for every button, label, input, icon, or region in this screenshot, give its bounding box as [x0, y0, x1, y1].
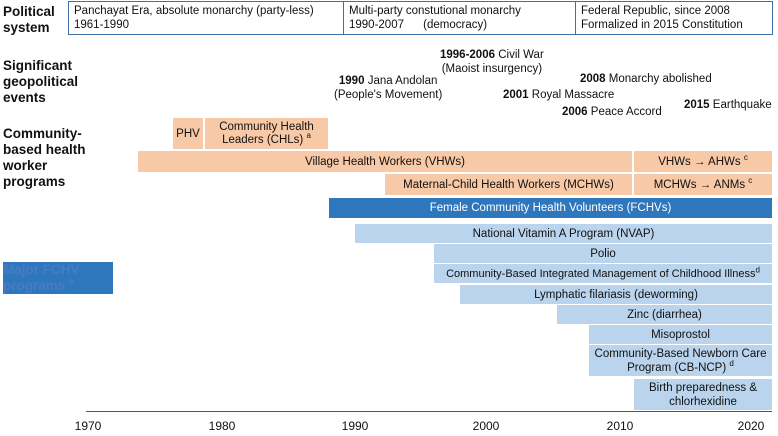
chw-bar-vhw: Village Health Workers (VHWs) — [138, 151, 632, 172]
tick-2000: 2000 — [472, 419, 500, 433]
event-2008: 2008 Monarchy abolished — [580, 73, 712, 85]
event-1996-2006: 1996-2006 Civil War (Maoist insurgency) — [440, 49, 544, 75]
chw-bar-vhw-ahw: VHWs → AHWs c — [634, 151, 772, 172]
fchv-programs-label: Major FCHV programs b — [3, 262, 113, 294]
fchv-bar-cbncp: Community-Based Newborn Care Program (CB… — [589, 345, 772, 376]
fchv-bar-zinc: Zinc (diarrhea) — [557, 305, 772, 324]
chw-bar-chl: Community Health Leaders (CHLs) a — [205, 118, 328, 149]
geopolitical-events-label: Significant geopolitical events — [3, 58, 79, 105]
tick-1970: 1970 — [74, 419, 102, 433]
tick-2020: 2020 — [737, 419, 765, 433]
fchv-main-bar: Female Community Health Volunteers (FCHV… — [329, 198, 772, 218]
chw-bar-phv: PHV — [173, 118, 203, 149]
political-system-panchayat: Panchayat Era, absolute monarchy (party-… — [68, 1, 344, 35]
event-2001: 2001 Royal Massacre — [503, 89, 615, 101]
fchv-bar-misoprostol: Misoprostol — [589, 325, 772, 344]
chw-bar-mchw-anm: MCHWs → ANMs c — [634, 174, 772, 195]
fchv-bar-birth-prep: Birth preparedness & chlorhexidine — [634, 379, 772, 410]
chw-programs-label: Community-based health worker programs — [3, 126, 86, 189]
political-system-multiparty: Multi-party constutional monarchy 1990-20… — [343, 1, 576, 35]
tick-1980: 1980 — [208, 419, 236, 433]
fchv-bar-nvap: National Vitamin A Program (NVAP) — [355, 224, 772, 243]
event-2015: 2015 Earthquake — [684, 99, 772, 111]
tick-2010: 2010 — [606, 419, 634, 433]
event-1990: 1990 Jana Andolan (People's Movement) — [334, 75, 443, 101]
tick-1990: 1990 — [341, 419, 369, 433]
political-system-label: Political system — [3, 4, 55, 35]
political-system-federal: Federal Republic, since 2008 Formalized i… — [575, 1, 773, 35]
fchv-bar-polio: Polio — [434, 244, 772, 263]
fchv-bar-lf: Lymphatic filariasis (deworming) — [460, 285, 772, 304]
timeline-axis — [86, 411, 772, 412]
event-2006: 2006 Peace Accord — [562, 106, 662, 118]
chw-bar-mchw: Maternal-Child Health Workers (MCHWs) — [385, 174, 632, 195]
fchv-bar-cbimci: Community-Based Integrated Management of… — [434, 264, 772, 283]
